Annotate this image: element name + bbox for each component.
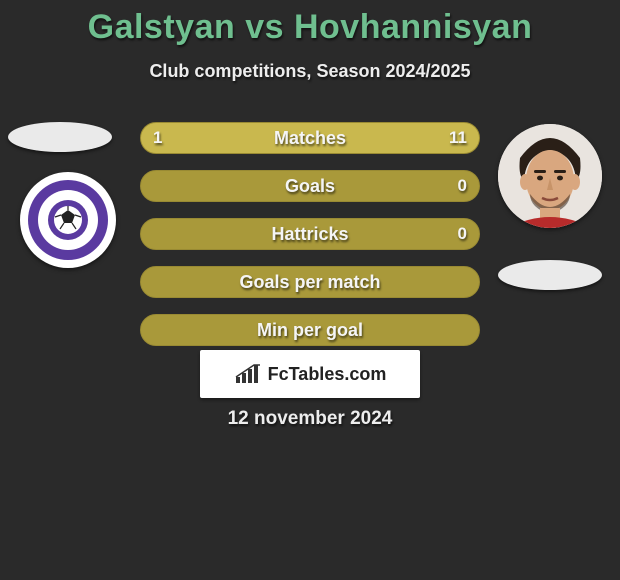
stat-value-left: 1: [153, 123, 162, 153]
page-subtitle: Club competitions, Season 2024/2025: [0, 61, 620, 82]
watermark-text: FcTables.com: [268, 364, 387, 385]
stat-label: Min per goal: [141, 315, 479, 345]
stat-label: Goals per match: [141, 267, 479, 297]
watermark: FcTables.com: [200, 350, 420, 398]
stat-label: Hattricks: [141, 219, 479, 249]
stat-label: Goals: [141, 171, 479, 201]
stat-value-right: 0: [458, 219, 467, 249]
comparison-rows: Matches111Goals0Hattricks0Goals per matc…: [140, 122, 480, 362]
stat-value-right: 11: [449, 123, 467, 153]
club-badge-icon: [25, 177, 111, 263]
stat-row: Hattricks0: [140, 218, 480, 250]
player-right-avatar: [498, 124, 602, 228]
page-title: Galstyan vs Hovhannisyan: [0, 0, 620, 47]
stat-fill-right: [169, 123, 479, 153]
stat-value-right: 0: [458, 171, 467, 201]
avatar-icon: [498, 124, 602, 228]
comparison-card: Galstyan vs Hovhannisyan Club competitio…: [0, 0, 620, 580]
watermark-icon: [234, 363, 262, 385]
player-right-club-placeholder: [498, 260, 602, 290]
player-left-avatar-placeholder: [8, 122, 112, 152]
stat-row: Goals0: [140, 170, 480, 202]
stat-row: Min per goal: [140, 314, 480, 346]
date-label: 12 november 2024: [0, 408, 620, 430]
stat-row: Goals per match: [140, 266, 480, 298]
stat-row: Matches111: [140, 122, 480, 154]
player-left-club-badge: [20, 172, 116, 268]
